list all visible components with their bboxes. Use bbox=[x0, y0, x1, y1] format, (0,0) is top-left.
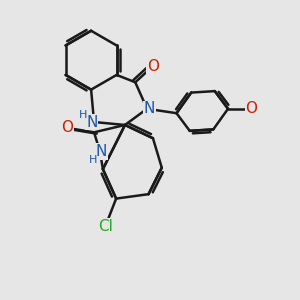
Text: O: O bbox=[246, 101, 258, 116]
Text: N: N bbox=[86, 115, 98, 130]
Text: H: H bbox=[88, 155, 97, 165]
Text: Cl: Cl bbox=[98, 219, 113, 234]
Text: N: N bbox=[96, 144, 107, 159]
Text: N: N bbox=[144, 101, 155, 116]
Text: H: H bbox=[79, 110, 87, 120]
Text: O: O bbox=[61, 120, 74, 135]
Text: O: O bbox=[147, 58, 159, 74]
